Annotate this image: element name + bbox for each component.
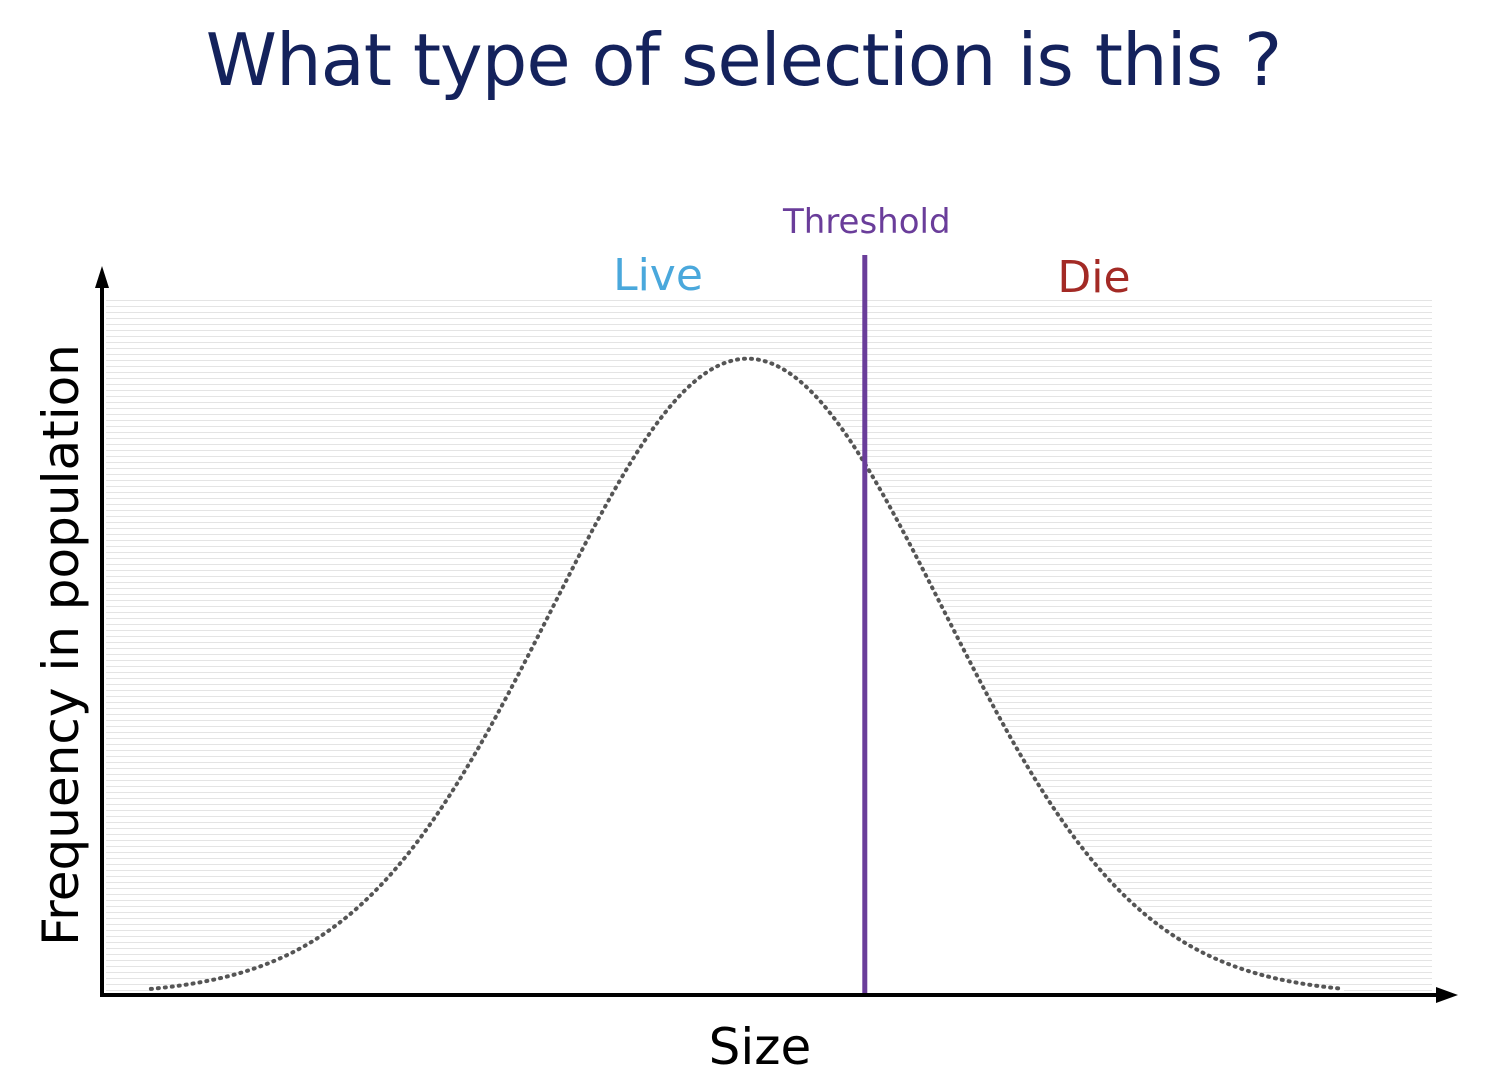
curve-area bbox=[150, 358, 1344, 993]
y-axis-arrow bbox=[95, 266, 109, 288]
threshold-label: Threshold bbox=[782, 202, 951, 242]
distribution-curve bbox=[148, 356, 1346, 991]
chart-labels: Frequency in population Size Threshold L… bbox=[32, 202, 1131, 1076]
chart-marks bbox=[95, 255, 1458, 1003]
live-label: Live bbox=[613, 250, 703, 301]
die-label: Die bbox=[1057, 252, 1130, 303]
x-axis-label: Size bbox=[709, 1018, 812, 1076]
y-axis-label: Frequency in population bbox=[32, 344, 90, 946]
slide-title: What type of selection is this ? bbox=[205, 18, 1282, 102]
x-axis-arrow bbox=[1436, 987, 1458, 1003]
